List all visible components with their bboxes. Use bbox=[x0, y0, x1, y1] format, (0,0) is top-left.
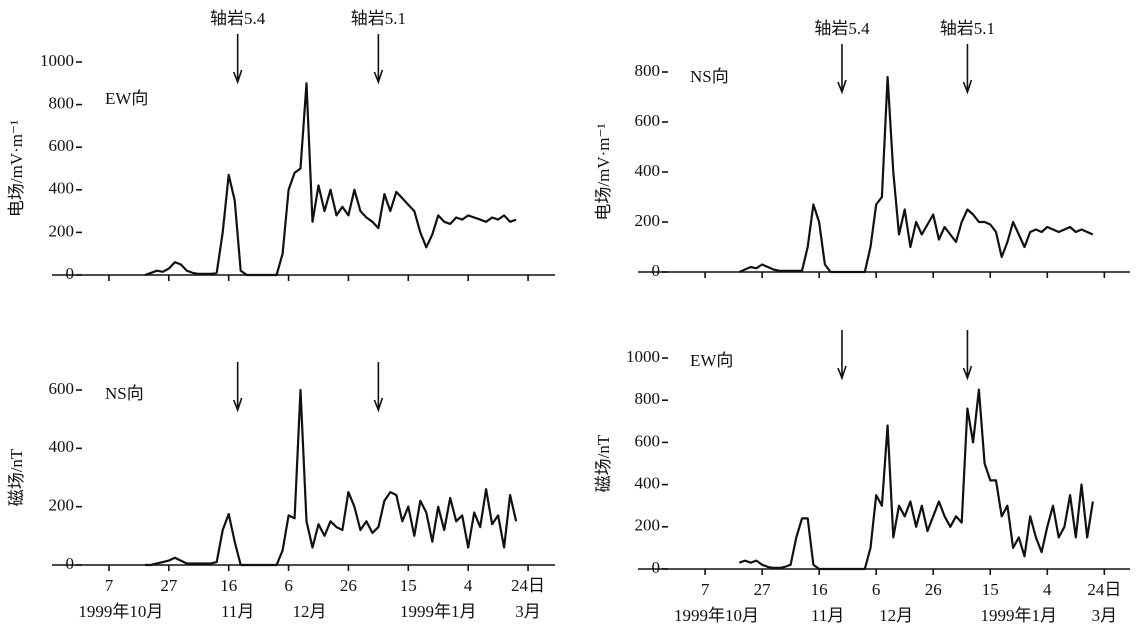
x-tick-label: 26 bbox=[340, 576, 357, 595]
y-tick-label: 200 bbox=[635, 516, 661, 535]
event-arrow bbox=[232, 34, 243, 85]
y-tick-label: 1000 bbox=[626, 347, 660, 366]
x-tick-label: 4 bbox=[464, 576, 473, 595]
legend-label: EW向 bbox=[690, 351, 733, 370]
y-axis-label: 磁场/nT bbox=[7, 448, 26, 506]
y-tick-label: 400 bbox=[635, 161, 661, 180]
month-label: 1999年1月 bbox=[981, 606, 1058, 625]
x-tick-label: 15 bbox=[982, 580, 999, 599]
x-tick-label: 24日 bbox=[1087, 580, 1121, 599]
x-tick-label: 24日 bbox=[511, 576, 545, 595]
month-label: 3月 bbox=[515, 602, 541, 621]
data-line bbox=[144, 388, 518, 567]
event-arrow bbox=[232, 362, 243, 413]
data-line bbox=[738, 75, 1094, 274]
y-tick-label: 0 bbox=[66, 264, 75, 283]
y-tick-label: 1000 bbox=[40, 51, 74, 70]
month-label: 12月 bbox=[879, 606, 913, 625]
y-tick-label: 0 bbox=[652, 261, 661, 280]
y-tick-label: 200 bbox=[49, 221, 75, 240]
month-label: 11月 bbox=[221, 602, 254, 621]
event-label: 轴岩5.1 bbox=[940, 19, 995, 38]
month-label: 3月 bbox=[1092, 606, 1118, 625]
x-tick-label: 26 bbox=[925, 580, 942, 599]
y-tick-label: 200 bbox=[49, 496, 75, 515]
legend-label: NS向 bbox=[690, 67, 729, 86]
y-tick-label: 400 bbox=[49, 437, 75, 456]
data-line bbox=[144, 82, 517, 277]
y-tick-label: 600 bbox=[635, 111, 661, 130]
x-tick-label: 6 bbox=[872, 580, 881, 599]
month-label: 1999年10月 bbox=[674, 606, 759, 625]
event-arrow bbox=[837, 44, 847, 95]
y-axis-label: 电场/mV·m⁻¹ bbox=[594, 123, 613, 220]
y-axis-label: 磁场/nT bbox=[594, 434, 613, 492]
x-tick-label: 4 bbox=[1043, 580, 1052, 599]
x-tick-label: 6 bbox=[284, 576, 293, 595]
event-label: 轴岩5.4 bbox=[814, 19, 870, 38]
x-tick-label: 27 bbox=[160, 576, 178, 595]
y-tick-label: 800 bbox=[49, 94, 75, 113]
x-tick-label: 16 bbox=[811, 580, 828, 599]
event-label: 轴岩5.1 bbox=[351, 9, 406, 28]
y-axis-label: 电场/mV·m⁻¹ bbox=[7, 120, 26, 217]
y-tick-label: 0 bbox=[652, 558, 661, 577]
y-tick-label: 600 bbox=[49, 379, 75, 398]
event-label: 轴岩5.4 bbox=[210, 9, 266, 28]
data-line bbox=[738, 388, 1094, 571]
y-tick-label: 400 bbox=[49, 179, 75, 198]
event-arrow bbox=[962, 44, 973, 95]
month-label: 1999年1月 bbox=[400, 602, 477, 621]
x-tick-label: 27 bbox=[754, 580, 772, 599]
y-tick-label: 400 bbox=[635, 474, 661, 493]
x-tick-label: 7 bbox=[701, 580, 710, 599]
y-tick-label: 800 bbox=[635, 389, 661, 408]
y-tick-label: 600 bbox=[635, 431, 661, 450]
x-tick-label: 15 bbox=[400, 576, 417, 595]
x-tick-label: 16 bbox=[220, 576, 237, 595]
month-label: 1999年10月 bbox=[78, 602, 163, 621]
month-label: 12月 bbox=[293, 602, 327, 621]
legend-label: EW向 bbox=[105, 89, 148, 108]
y-tick-label: 0 bbox=[66, 554, 75, 573]
month-label: 11月 bbox=[811, 606, 844, 625]
event-arrow bbox=[837, 330, 847, 381]
event-arrow bbox=[373, 362, 384, 413]
legend-label: NS向 bbox=[105, 384, 144, 403]
y-tick-label: 200 bbox=[635, 211, 661, 230]
y-tick-label: 800 bbox=[635, 61, 661, 80]
event-arrow bbox=[962, 330, 973, 381]
x-tick-label: 7 bbox=[105, 576, 114, 595]
event-arrow bbox=[373, 34, 384, 85]
y-tick-label: 600 bbox=[49, 136, 75, 155]
